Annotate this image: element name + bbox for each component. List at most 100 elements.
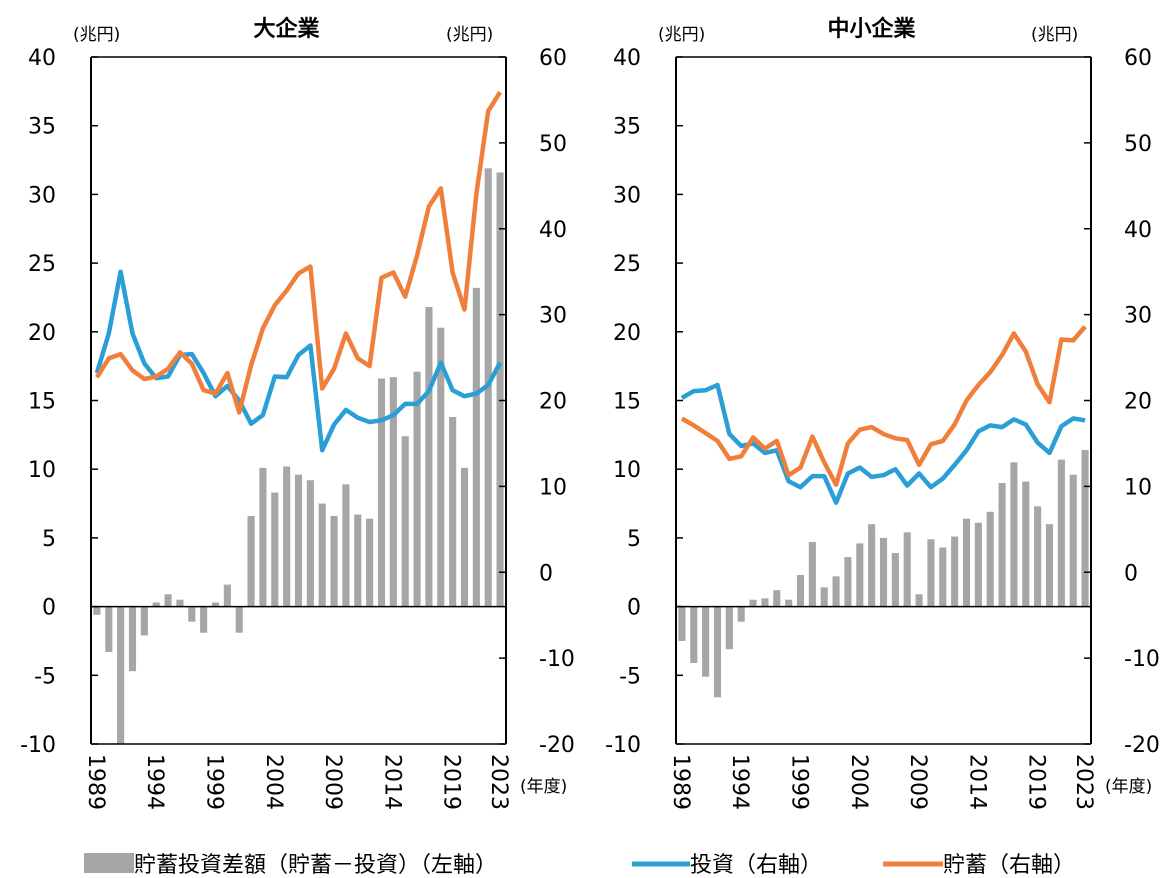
- x-tick-label: 1989: [83, 754, 108, 810]
- x-tick-label: 2023: [486, 754, 511, 810]
- left-unit-label: (兆円): [658, 25, 705, 45]
- bar-2001: [820, 587, 828, 607]
- bar-2023: [1081, 449, 1089, 607]
- bar-2009: [915, 594, 923, 607]
- left-tick-label: 35: [28, 115, 56, 140]
- panel-1: -10 -5 0 5 10 15 20 25 30 35 40 -20 -10 0 10 20 30 40 50 60…: [20, 16, 575, 810]
- bar-1997: [188, 606, 196, 622]
- chart-title: 大企業: [253, 16, 320, 42]
- bar-2023: [496, 172, 504, 607]
- left-tick-label: 5: [627, 527, 641, 552]
- right-tick-label: -10: [1124, 647, 1160, 672]
- bar-2021: [1057, 459, 1065, 607]
- bar-2004: [856, 543, 864, 607]
- bar-2007: [306, 480, 314, 607]
- left-tick-label: 25: [28, 252, 56, 277]
- bar-2006: [294, 474, 303, 607]
- investment-line: [94, 269, 503, 453]
- left-tick-label: 35: [613, 115, 641, 140]
- bar-2008: [318, 503, 326, 607]
- bar-2005: [868, 524, 876, 607]
- x-tick-label: 1994: [142, 754, 167, 810]
- bar-1999: [796, 574, 805, 607]
- bar-2004: [271, 492, 279, 607]
- savings-line: [94, 91, 503, 415]
- legend-savings-label: 貯蓄（右軸）: [943, 853, 1075, 878]
- panel-2: -10 -5 0 5 10 15 20 25 30 35 40 -20 -10 0 10 20 30 40 50 60…: [605, 16, 1160, 810]
- bar-2019: [449, 416, 457, 607]
- bar-2021: [472, 287, 480, 607]
- bar-2010: [927, 539, 935, 607]
- x-tick-label: 2019: [1024, 754, 1049, 810]
- left-tick-label: -5: [34, 664, 56, 689]
- bar-2003: [259, 467, 267, 607]
- bar-1995: [749, 599, 757, 607]
- bar-2009: [330, 515, 338, 607]
- bar-2002: [247, 515, 255, 607]
- right-tick-label: 20: [539, 390, 567, 415]
- bar-1993: [725, 606, 733, 650]
- bar-2000: [808, 542, 816, 607]
- bar-2011: [354, 514, 362, 607]
- bar-2012: [951, 536, 959, 607]
- x-tick-label: 2004: [261, 754, 286, 810]
- bar-2017: [1010, 462, 1018, 607]
- right-tick-label: -20: [539, 733, 575, 758]
- legend-investment-label: 投資（右軸）: [690, 853, 822, 878]
- bar-1991: [702, 606, 710, 677]
- right-tick-label: 30: [539, 304, 567, 329]
- bar-2000: [223, 584, 231, 607]
- right-unit-label: (兆円): [446, 25, 493, 45]
- left-tick-label: -5: [619, 664, 641, 689]
- right-tick-label: 20: [1124, 390, 1152, 415]
- right-tick-label: 10: [539, 475, 567, 500]
- bar-1994: [152, 602, 160, 607]
- bar-1989: [678, 606, 686, 641]
- bar-2015: [986, 511, 994, 607]
- right-tick-label: -10: [539, 647, 575, 672]
- bar-2002: [832, 576, 840, 607]
- bar-2010: [342, 484, 350, 607]
- bar-1992: [128, 606, 137, 672]
- bar-2001: [235, 606, 243, 633]
- x-tick-label: 2023: [1071, 754, 1096, 810]
- bar-2012: [366, 518, 374, 607]
- x-tick-label: 1999: [787, 754, 812, 810]
- right-tick-label: 0: [539, 561, 553, 586]
- bar-2016: [998, 482, 1006, 607]
- left-tick-label: -10: [20, 733, 56, 758]
- left-unit-label: (兆円): [73, 25, 120, 45]
- bar-1989: [93, 606, 101, 615]
- bar-2014: [974, 522, 982, 607]
- bar-2013: [962, 518, 971, 607]
- right-tick-label: 40: [1124, 218, 1152, 243]
- left-tick-label: 25: [613, 252, 641, 277]
- bar-1995: [164, 594, 172, 607]
- bar-1993: [140, 606, 148, 636]
- left-tick-label: 30: [613, 183, 641, 208]
- bar-1990: [105, 606, 113, 652]
- bar-1998: [200, 606, 208, 633]
- left-tick-label: 0: [627, 596, 641, 621]
- left-tick-label: 20: [28, 321, 56, 346]
- bar-2013: [377, 378, 386, 607]
- right-tick-label: 30: [1124, 304, 1152, 329]
- right-tick-label: 10: [1124, 475, 1152, 500]
- bar-2005: [283, 466, 291, 607]
- x-tick-label: 2009: [320, 754, 345, 810]
- bar-1996: [761, 598, 769, 607]
- bar-2015: [401, 436, 409, 607]
- right-tick-label: 50: [539, 132, 567, 157]
- left-tick-label: 20: [613, 321, 641, 346]
- left-tick-label: 10: [28, 458, 56, 483]
- bar-1996: [176, 599, 184, 607]
- x-tick-label: 1999: [202, 754, 227, 810]
- legend-bar-swatch: [84, 853, 134, 873]
- bar-2020: [460, 467, 469, 607]
- bar-2016: [413, 371, 421, 607]
- x-tick-label: 2014: [964, 754, 989, 810]
- chart-title: 中小企業: [827, 16, 916, 42]
- bar-1991: [117, 606, 125, 744]
- left-tick-label: 15: [613, 390, 641, 415]
